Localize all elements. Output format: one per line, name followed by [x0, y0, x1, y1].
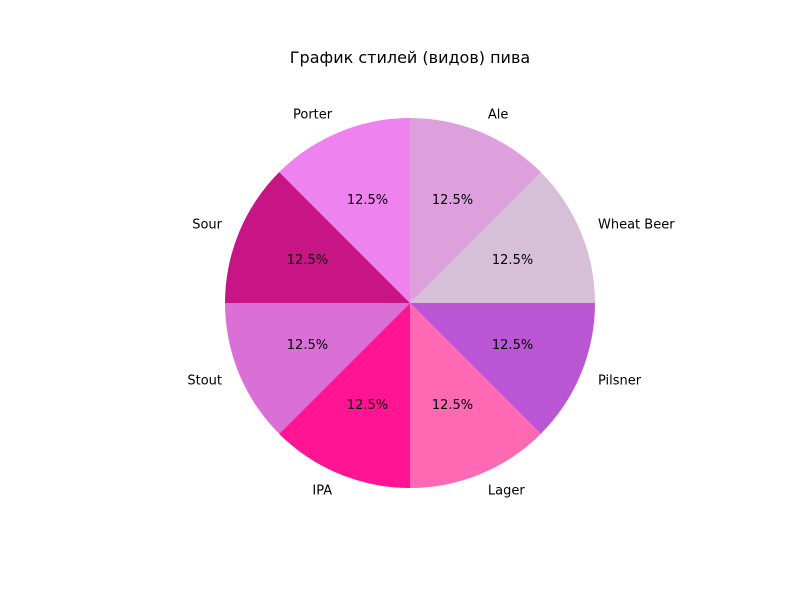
slice-label-lager: Lager — [488, 484, 525, 499]
pie-slice-wheat-beer — [410, 172, 595, 303]
pie-slices — [225, 118, 595, 488]
pie-slice-sour — [225, 172, 410, 303]
percent-label-stout: 12.5% — [287, 338, 328, 353]
percent-label-wheat-beer: 12.5% — [492, 253, 533, 268]
chart-title: График стилей (видов) пива — [290, 48, 530, 67]
pie-slice-ale — [410, 118, 541, 303]
pie-slice-ipa — [279, 303, 410, 488]
slice-labels: Porter Sour Stout IPA Lager Pilsner Wheat Beer… — [187, 107, 675, 498]
pie-slice-stout — [225, 303, 410, 434]
percent-label-ipa: 12.5% — [347, 398, 388, 413]
slice-label-wheat-beer: Wheat Beer — [598, 218, 675, 233]
slice-label-sour: Sour — [192, 218, 222, 233]
percent-label-ale: 12.5% — [432, 193, 473, 208]
percent-label-pilsner: 12.5% — [492, 338, 533, 353]
pie-slice-pilsner — [410, 303, 595, 434]
slice-label-porter: Porter — [293, 107, 333, 122]
percent-labels: 12.5% 12.5% 12.5% 12.5% 12.5% 12.5% 12.5% 12.5% — [287, 193, 533, 413]
pie-slice-lager — [410, 303, 541, 488]
percent-label-lager: 12.5% — [432, 398, 473, 413]
slice-label-ipa: IPA — [312, 484, 332, 499]
percent-label-sour: 12.5% — [287, 253, 328, 268]
slice-label-pilsner: Pilsner — [598, 373, 642, 388]
slice-label-ale: Ale — [488, 107, 509, 122]
slice-label-stout: Stout — [187, 373, 222, 388]
pie-slice-porter — [279, 118, 410, 303]
percent-label-porter: 12.5% — [347, 193, 388, 208]
